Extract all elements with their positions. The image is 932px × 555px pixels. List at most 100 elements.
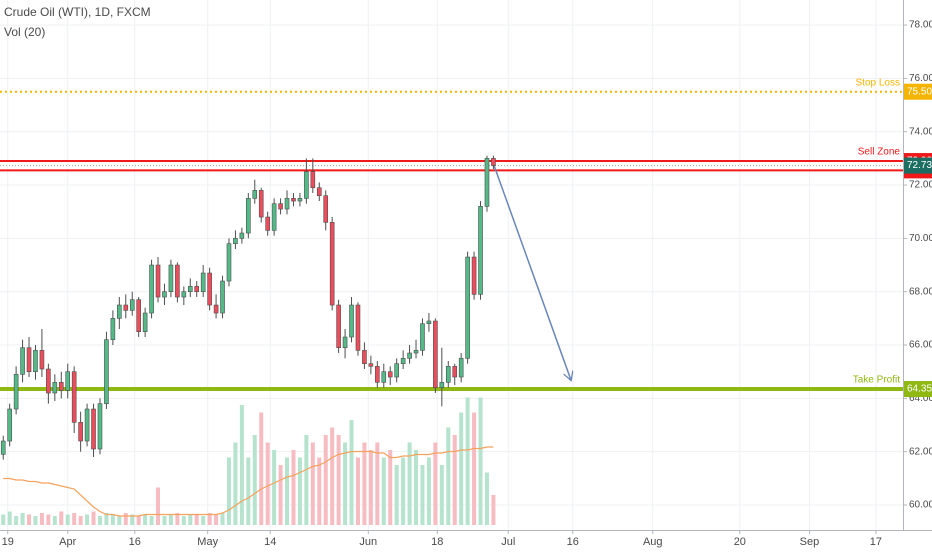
volume-bar [330,427,335,525]
volume-bar [388,450,393,525]
candle-body [349,304,354,338]
volume-bar [85,514,90,525]
candle-body [7,408,12,442]
candle-body [362,350,367,364]
volume-bar [362,442,367,525]
volume-bar [439,465,444,525]
candle-body [471,256,477,295]
volume-bar [407,442,412,525]
last-price-box [904,157,932,174]
candle-body [46,368,51,394]
x-tick-label: 14 [264,536,276,548]
volume-bar [130,514,135,525]
candle-body [175,264,180,298]
candle-body [426,320,432,324]
volume-bar [336,435,341,525]
candle-body [484,158,490,207]
x-tick-label: Jun [359,536,377,548]
x-tick-label: Aug [643,536,663,548]
axes [0,0,932,531]
candle-body [465,256,470,359]
y-tick-label: 68.00 [909,286,932,297]
volume-bar [259,412,264,525]
volume-bar [491,495,496,525]
x-tick-label: 19 [2,536,14,548]
volume-bar [14,516,19,525]
volume-bar [117,516,122,525]
volume-bar [72,513,77,525]
candle-body [181,291,187,298]
volume-bar [401,457,406,525]
volume-bar [181,516,186,525]
candle-body [20,347,25,375]
candle-body [381,371,387,383]
indicator-name: Vol (20) [4,25,45,39]
candle-body [13,374,19,410]
candle-body [52,382,58,394]
volume-bar [291,450,296,525]
volume-bar [310,442,315,525]
candle-body [97,403,103,450]
volume-bar [381,457,386,525]
x-tick-label: 16 [567,536,579,548]
volume-bar [246,457,251,525]
x-tick-label: Sep [800,536,820,548]
volume-bar [285,457,290,525]
x-tick-label: May [197,536,218,548]
candle-body [316,187,322,197]
x-tick-label: 18 [431,536,443,548]
volume-bar [323,435,328,525]
level-name: Sell Zone [858,147,901,158]
volume-bar [297,457,302,525]
volume-bar [226,457,231,525]
volume-bar [207,513,212,525]
volume-bar [446,427,451,525]
candle-body [162,291,167,298]
candle-body [400,358,406,364]
candle-body [226,243,232,282]
candle-body [278,203,283,210]
candle-body [117,304,122,319]
y-tick-label: 70.00 [909,233,932,244]
y-tick-label: 64.00 [909,393,932,404]
candle-body [304,171,309,199]
x-tick-label: 20 [734,536,746,548]
candle-body [413,350,419,354]
volume-bar [156,487,161,525]
x-tick-label: Apr [59,536,76,548]
y-tick-label: 60.00 [909,500,932,511]
candle-body [26,347,32,372]
candle-body [336,304,341,348]
candle-body [310,171,316,189]
volume-bar [91,511,96,525]
volume-bar [59,511,64,525]
level-name: Stop Loss [856,77,900,88]
volume-bar [1,514,6,525]
candle-body [445,366,451,383]
y-tick-label: 62.00 [909,446,932,457]
y-tick-label: 78.00 [909,20,932,31]
volume-bar [214,514,219,525]
volume-bar [143,514,148,525]
volume-bar [33,516,38,525]
candle-body [291,198,296,202]
volume-bar [7,511,12,525]
volume-bar [317,457,322,525]
candle-body [246,198,251,234]
candle-body [387,371,393,378]
candle-body [220,280,225,314]
candle-body [58,382,64,391]
volume-bar [252,435,257,525]
candle-body [452,366,458,378]
volume-bar [452,435,457,525]
volume-bar [220,513,225,525]
volume-bar [233,442,238,525]
candle-body [149,264,154,314]
candle-body [65,371,71,391]
candle-body [200,272,206,292]
projection-arrow [492,163,570,380]
volume-bar [278,465,283,525]
level-price-box [904,83,932,100]
candle-body [342,336,348,348]
candle-body [110,318,116,340]
